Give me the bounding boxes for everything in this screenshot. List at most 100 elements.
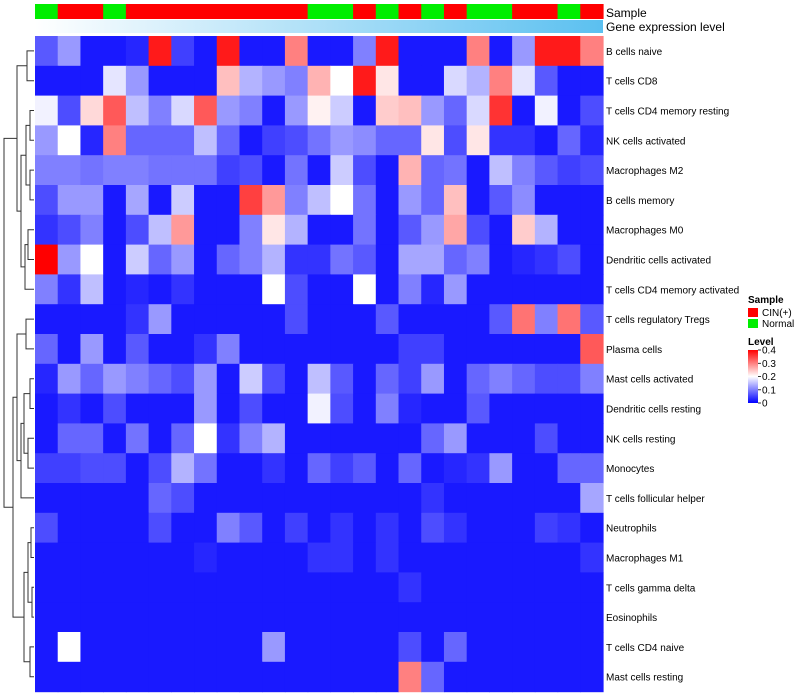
- heatmap-cell: [171, 632, 195, 663]
- heatmap-cell: [57, 334, 82, 365]
- heatmap-cell: [57, 602, 82, 633]
- heatmap-cell: [216, 65, 241, 97]
- heatmap-cell: [580, 214, 604, 246]
- heatmap-cell: [580, 244, 604, 275]
- heatmap-cell: [353, 95, 377, 126]
- heatmap-cell: [194, 363, 218, 395]
- heatmap-cell: [284, 274, 309, 305]
- heatmap-cell: [57, 483, 82, 514]
- heatmap-cell: [148, 125, 172, 156]
- heatmap-cell: [284, 125, 309, 156]
- heatmap-cell: [148, 214, 172, 246]
- heatmap-cell: [534, 483, 559, 514]
- heatmap-cell: [239, 274, 263, 305]
- heatmap-cell: [398, 36, 422, 67]
- heatmap-cell: [489, 334, 513, 365]
- dendrogram-branch: [12, 396, 24, 618]
- gene-expression-track-label: Gene expression level: [606, 20, 725, 34]
- heatmap-cell: [171, 185, 195, 216]
- row-label: Eosinophils: [606, 613, 657, 624]
- heatmap-cell: [421, 155, 445, 186]
- heatmap-cell: [57, 393, 82, 424]
- heatmap-cell: [103, 423, 127, 454]
- heatmap-cell: [57, 65, 82, 97]
- level-legend: Level 0.4 0.3 0.2 0.1 0: [748, 337, 776, 410]
- heatmap-cell: [580, 65, 604, 97]
- heatmap-cell: [443, 632, 468, 663]
- row-label: NK cells activated: [606, 136, 685, 147]
- heatmap-cell: [103, 542, 127, 573]
- heatmap-cell: [125, 244, 150, 275]
- heatmap-cell: [512, 304, 536, 335]
- heatmap-cell: [125, 542, 150, 573]
- heatmap-cell: [171, 95, 195, 126]
- heatmap-cell: [125, 95, 150, 126]
- heatmap-cell: [103, 274, 127, 305]
- heatmap-cell: [148, 363, 172, 395]
- heatmap-cell: [35, 512, 59, 544]
- heatmap-cell: [262, 512, 286, 544]
- heatmap-cell: [171, 244, 195, 275]
- heatmap-cell: [580, 185, 604, 216]
- heatmap-cell: [353, 65, 377, 97]
- heatmap-cell: [489, 274, 513, 305]
- heatmap-cell: [239, 393, 263, 424]
- heatmap-cell: [330, 512, 354, 544]
- heatmap-cell: [398, 274, 422, 305]
- heatmap-cell: [216, 512, 241, 544]
- heatmap-cell: [284, 483, 309, 514]
- heatmap-cell: [557, 542, 581, 573]
- heatmap-cell: [80, 155, 104, 186]
- heatmap-cell: [375, 632, 400, 663]
- heatmap-cell: [375, 572, 400, 603]
- heatmap-cell: [80, 274, 104, 305]
- heatmap-cell: [534, 334, 559, 365]
- sample-cell: [330, 4, 354, 19]
- heatmap-cell: [239, 244, 263, 275]
- sample-cell: [103, 4, 127, 19]
- dendrogram-branch: [29, 646, 34, 678]
- heatmap-cell: [307, 36, 331, 67]
- dendrogram-branch: [29, 169, 34, 201]
- heatmap-cell: [443, 65, 468, 97]
- heatmap-cell: [284, 214, 309, 246]
- heatmap-cell: [171, 36, 195, 67]
- heatmap-cell: [35, 274, 59, 305]
- legend-swatch-cin: [748, 308, 758, 317]
- row-label: Monocytes: [606, 464, 654, 475]
- heatmap-cell: [375, 393, 400, 424]
- heatmap-cell: [375, 661, 400, 693]
- sample-cell: [580, 4, 604, 19]
- heatmap-cell: [148, 244, 172, 275]
- heatmap-cell: [443, 423, 468, 454]
- heatmap-cell: [557, 304, 581, 335]
- heatmap-cell: [307, 483, 331, 514]
- heatmap-cell: [125, 602, 150, 633]
- heatmap-cell: [557, 334, 581, 365]
- heatmap-cell: [125, 512, 150, 544]
- heatmap-cell: [466, 244, 490, 275]
- heatmap-cell: [216, 572, 241, 603]
- heatmap-cell: [398, 542, 422, 573]
- heatmap-cell: [57, 274, 82, 305]
- heatmap-cell: [216, 423, 241, 454]
- heatmap-cell: [35, 65, 59, 97]
- heatmap-cell: [330, 65, 354, 97]
- heatmap-cell: [421, 572, 445, 603]
- heatmap-cell: [421, 632, 445, 663]
- heatmap-cell: [148, 334, 172, 365]
- heatmap-cell: [534, 155, 559, 186]
- heatmap-cell: [148, 453, 172, 484]
- heatmap-cell: [57, 185, 82, 216]
- sample-cell: [307, 4, 331, 19]
- heatmap-cell: [375, 512, 400, 544]
- heatmap-cell: [35, 483, 59, 514]
- heatmap-cell: [284, 65, 309, 97]
- heatmap-cell: [216, 602, 241, 633]
- heatmap-cell: [35, 36, 59, 67]
- heatmap-cell: [580, 393, 604, 424]
- heatmap-cell: [534, 304, 559, 335]
- heatmap-cell: [375, 542, 400, 573]
- heatmap-cell: [239, 572, 263, 603]
- heatmap-cell: [443, 185, 468, 216]
